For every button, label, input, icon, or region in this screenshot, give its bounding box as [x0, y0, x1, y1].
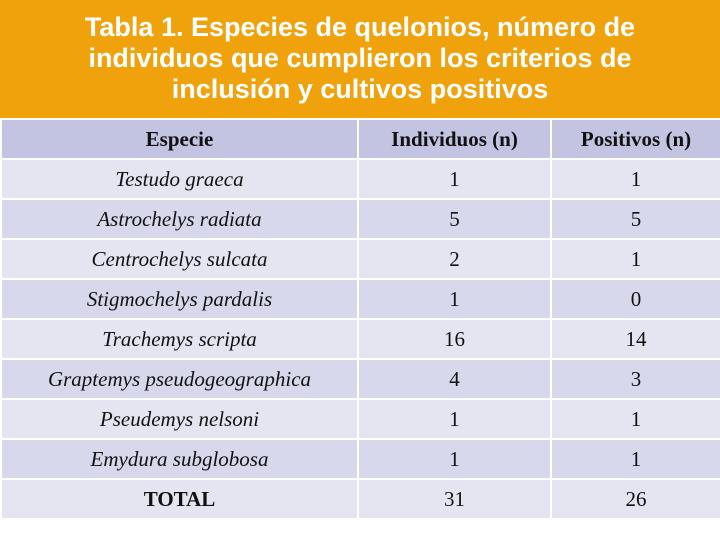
cell-number: 3 [550, 358, 720, 400]
cell-number: 1 [357, 438, 552, 480]
cell-number: 1 [357, 278, 552, 320]
cell-number: 5 [357, 198, 552, 240]
data-table: Especie Individuos (n) Positivos (n) Testu… [0, 118, 720, 520]
table-row: Graptemys pseudogeographica 4 3 [0, 358, 720, 400]
cell-species: Pseudemys nelsoni [0, 398, 359, 440]
cell-species: Centrochelys sulcata [0, 238, 359, 280]
total-row: TOTAL 31 26 [0, 478, 720, 520]
cell-species: Emydura subglobosa [0, 438, 359, 480]
total-number: 31 [357, 478, 552, 520]
cell-number: 0 [550, 278, 720, 320]
cell-number: 1 [550, 158, 720, 200]
table-title: Tabla 1. Especies de quelonios, número d… [0, 0, 720, 118]
cell-number: 1 [357, 398, 552, 440]
cell-species: Astrochelys radiata [0, 198, 359, 240]
table-row: Centrochelys sulcata 2 1 [0, 238, 720, 280]
cell-number: 5 [550, 198, 720, 240]
cell-species: Trachemys scripta [0, 318, 359, 360]
cell-number: 4 [357, 358, 552, 400]
table-row: Trachemys scripta 16 14 [0, 318, 720, 360]
table-row: Pseudemys nelsoni 1 1 [0, 398, 720, 440]
cell-number: 1 [550, 398, 720, 440]
table-body: Testudo graeca 1 1 Astrochelys radiata 5 5 Cen… [0, 158, 720, 520]
cell-number: 1 [550, 238, 720, 280]
table-row: Emydura subglobosa 1 1 [0, 438, 720, 480]
header-row: Especie Individuos (n) Positivos (n) [0, 118, 720, 160]
cell-number: 14 [550, 318, 720, 360]
cell-number: 1 [357, 158, 552, 200]
table-row: Testudo graeca 1 1 [0, 158, 720, 200]
total-label: TOTAL [0, 478, 359, 520]
cell-number: 16 [357, 318, 552, 360]
column-header: Positivos (n) [550, 118, 720, 160]
cell-species: Stigmochelys pardalis [0, 278, 359, 320]
cell-number: 2 [357, 238, 552, 280]
table-row: Stigmochelys pardalis 1 0 [0, 278, 720, 320]
cell-species: Testudo graeca [0, 158, 359, 200]
column-header: Individuos (n) [357, 118, 552, 160]
table-row: Astrochelys radiata 5 5 [0, 198, 720, 240]
cell-species: Graptemys pseudogeographica [0, 358, 359, 400]
column-header: Especie [0, 118, 359, 160]
cell-number: 1 [550, 438, 720, 480]
total-number: 26 [550, 478, 720, 520]
